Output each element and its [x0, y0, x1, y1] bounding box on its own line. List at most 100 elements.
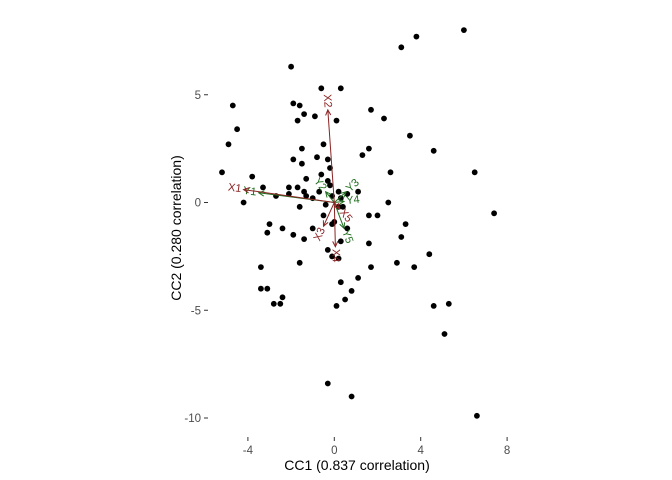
data-point: [312, 113, 318, 120]
y-variable-arrow-label: Y4: [346, 194, 361, 207]
y-tick-label: 0: [195, 198, 201, 210]
y-variable-arrow-head: [324, 190, 332, 198]
x-tick-label: -4: [243, 445, 254, 457]
data-point: [258, 285, 264, 292]
data-point: [474, 412, 480, 419]
data-point: [296, 102, 303, 109]
data-point: [270, 300, 277, 307]
data-point: [229, 102, 236, 109]
data-point: [385, 199, 392, 206]
data-point: [290, 100, 297, 107]
x-tick-label: 4: [417, 445, 424, 457]
y-axis-title: CC2 (0.280 correlation): [168, 155, 184, 301]
y-variable-arrow-label: Y2: [311, 176, 329, 194]
data-point: [441, 331, 448, 337]
data-point: [471, 169, 478, 176]
y-tick-label: -5: [191, 305, 201, 317]
x-variable-arrow-shaft: [333, 202, 341, 210]
data-point: [426, 251, 433, 258]
data-point: [340, 203, 346, 210]
data-point: [299, 160, 305, 167]
y-variable-arrow-shaft: [334, 200, 345, 203]
data-point: [290, 231, 297, 238]
data-point: [322, 201, 329, 208]
data-point: [394, 259, 400, 266]
data-point: [320, 141, 327, 148]
data-point: [333, 117, 340, 124]
data-point: [366, 145, 372, 152]
data-point: [249, 173, 256, 180]
data-point: [398, 234, 405, 240]
x-variable-arrow-head: [334, 203, 341, 210]
data-point: [337, 279, 344, 286]
x-tick-label: 8: [504, 445, 510, 457]
data-point: [387, 169, 394, 176]
data-point: [366, 240, 372, 247]
data-point: [445, 300, 452, 307]
data-point: [324, 247, 331, 253]
data-point: [286, 184, 292, 191]
data-point: [277, 300, 284, 307]
data-point: [368, 106, 374, 113]
data-point: [301, 188, 307, 195]
data-point: [288, 63, 294, 70]
data-point: [318, 171, 325, 178]
x-variable-arrow-head: [322, 220, 329, 228]
data-point: [294, 117, 301, 124]
x-variable-arrow-shaft: [333, 202, 336, 247]
data-point: [337, 238, 344, 245]
x-variable-arrow-head: [242, 187, 250, 194]
data-point: [335, 255, 342, 262]
data-point: [368, 264, 374, 270]
y-variable-arrow-head: [338, 198, 346, 206]
data-point: [324, 178, 331, 184]
x-variable-arrow-label: X2: [321, 94, 334, 108]
data-point: [303, 175, 310, 182]
data-point: [264, 285, 271, 292]
data-point: [411, 264, 418, 270]
data-point: [264, 229, 271, 236]
data-point: [324, 380, 331, 387]
data-point: [491, 210, 497, 217]
data-point: [258, 264, 264, 270]
data-point: [279, 294, 286, 301]
x-tick-label: 0: [331, 445, 337, 457]
data-point: [333, 303, 340, 309]
data-point: [327, 182, 333, 189]
data-point: [320, 212, 327, 219]
x-variable-arrow-label: X4: [329, 249, 341, 263]
data-point: [299, 145, 305, 152]
y-variable-arrow-head: [340, 190, 348, 198]
data-point: [260, 184, 266, 191]
data-point: [234, 126, 241, 133]
x-variable-arrow-shaft: [243, 189, 335, 203]
data-point: [381, 115, 387, 122]
x-variable-arrow-shaft: [323, 202, 335, 227]
y-variable-arrow-shaft: [325, 191, 335, 203]
data-point: [407, 132, 413, 139]
data-point: [430, 303, 437, 309]
data-point: [337, 85, 344, 92]
y-axis-ticks: -10 -5 0 5: [184, 90, 208, 425]
data-point: [359, 152, 366, 159]
data-point: [355, 275, 361, 281]
y-variable-arrow-shaft: [333, 191, 347, 203]
x-axis-ticks: -4 0 4 8: [243, 437, 510, 457]
x-variable-arrow-label: X1: [227, 181, 242, 195]
observation-points: [219, 27, 497, 419]
y-tick-label: 5: [195, 90, 201, 102]
x-variable-arrow-head: [325, 108, 332, 116]
data-point: [329, 221, 335, 228]
data-point: [296, 259, 303, 266]
data-point: [324, 156, 331, 163]
data-point: [348, 288, 355, 294]
data-point: [430, 147, 437, 154]
data-point: [335, 188, 342, 195]
data-point: [266, 221, 273, 228]
data-point: [316, 188, 323, 195]
data-point: [461, 27, 467, 33]
data-point: [344, 225, 351, 232]
x-variable-arrow-label: X3: [312, 226, 329, 243]
y-variable-arrow-label: Y5: [339, 228, 355, 245]
data-point: [366, 212, 372, 219]
